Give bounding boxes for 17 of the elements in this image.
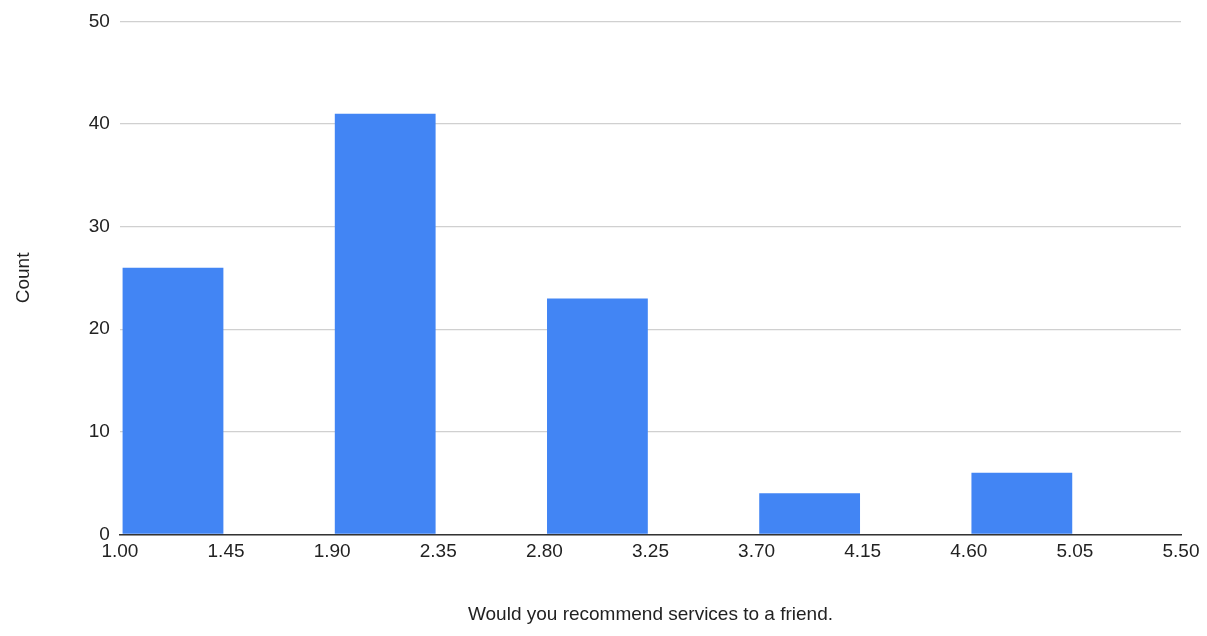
- y-axis-title: Count: [11, 251, 33, 304]
- y-tick-label: 10: [88, 420, 110, 442]
- x-tick-label: 1.90: [313, 540, 351, 562]
- x-tick-label: 5.05: [1056, 540, 1094, 562]
- x-tick-label: 2.35: [419, 540, 457, 562]
- y-tick-label: 30: [88, 214, 110, 236]
- x-tick-label: 2.80: [525, 540, 563, 562]
- x-tick-label: 4.60: [950, 540, 988, 562]
- x-tick-label: 1.45: [207, 540, 245, 562]
- y-tick-label: 20: [88, 317, 110, 339]
- x-tick-label: 4.15: [844, 540, 882, 562]
- x-axis-title: Would you recommend services to a friend.: [467, 602, 833, 624]
- x-tick-label: 3.70: [738, 540, 776, 562]
- x-tick-label: 3.25: [631, 540, 669, 562]
- y-tick-label: 50: [88, 9, 110, 31]
- x-tick-label: 5.50: [1162, 540, 1200, 562]
- y-tick-label: 40: [88, 112, 110, 134]
